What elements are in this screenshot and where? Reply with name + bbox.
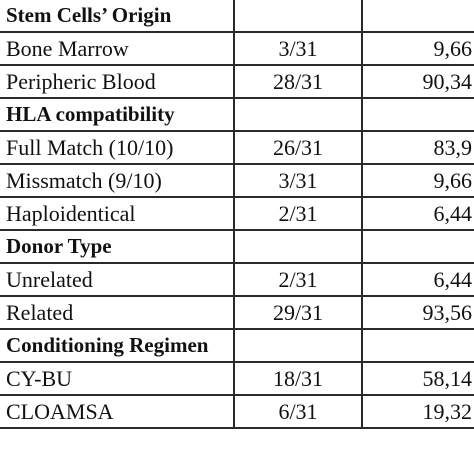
row-label: Missmatch (9/10) <box>0 163 235 198</box>
section-header-row-conditioning-regimen: Conditioning Regimen <box>0 328 474 363</box>
row-label: Bone Marrow <box>0 31 235 66</box>
section-title: Conditioning Regimen <box>0 328 235 363</box>
row-label: CLOAMSA <box>0 394 235 429</box>
section-title: Donor Type <box>0 229 235 264</box>
table-row: Full Match (10/10) 26/31 83,9 <box>0 130 474 165</box>
section-header-row-stem-cells-origin: Stem Cells’ Origin <box>0 0 474 33</box>
row-label: Haploidentical <box>0 196 235 231</box>
row-percent: 93,56 <box>361 295 474 330</box>
section-header-row-donor-type: Donor Type <box>0 229 474 264</box>
row-percent: 6,44 <box>361 196 474 231</box>
row-label: Unrelated <box>0 262 235 297</box>
empty-cell <box>233 229 363 264</box>
row-count: 18/31 <box>233 361 363 396</box>
row-percent: 6,44 <box>361 262 474 297</box>
row-percent: 9,66 <box>361 31 474 66</box>
row-percent: 9,66 <box>361 163 474 198</box>
empty-cell <box>361 328 474 363</box>
empty-cell <box>233 0 363 33</box>
row-percent: 90,34 <box>361 64 474 99</box>
empty-cell <box>233 328 363 363</box>
row-count: 26/31 <box>233 130 363 165</box>
section-title: HLA compatibility <box>0 97 235 132</box>
row-label: Related <box>0 295 235 330</box>
section-title: Stem Cells’ Origin <box>0 0 235 33</box>
empty-cell <box>361 97 474 132</box>
table-row: Peripheric Blood 28/31 90,34 <box>0 64 474 99</box>
row-count: 29/31 <box>233 295 363 330</box>
section-header-row-hla-compatibility: HLA compatibility <box>0 97 474 132</box>
table-row: CLOAMSA 6/31 19,32 <box>0 394 474 429</box>
row-count: 28/31 <box>233 64 363 99</box>
empty-cell <box>361 229 474 264</box>
row-count: 2/31 <box>233 262 363 297</box>
table-row: Related 29/31 93,56 <box>0 295 474 330</box>
row-percent: 19,32 <box>361 394 474 429</box>
row-percent: 83,9 <box>361 130 474 165</box>
row-label: Full Match (10/10) <box>0 130 235 165</box>
empty-cell <box>361 0 474 33</box>
row-percent: 58,14 <box>361 361 474 396</box>
table-row: CY-BU 18/31 58,14 <box>0 361 474 396</box>
row-count: 3/31 <box>233 31 363 66</box>
row-label: CY-BU <box>0 361 235 396</box>
table-row: Haploidentical 2/31 6,44 <box>0 196 474 231</box>
table-row: Unrelated 2/31 6,44 <box>0 262 474 297</box>
table-body: Stem Cells’ Origin Bone Marrow 3/31 9,66… <box>0 0 474 429</box>
empty-cell <box>233 97 363 132</box>
transplant-characteristics-table: Stem Cells’ Origin Bone Marrow 3/31 9,66… <box>0 0 474 429</box>
row-count: 3/31 <box>233 163 363 198</box>
row-count: 6/31 <box>233 394 363 429</box>
table-row: Missmatch (9/10) 3/31 9,66 <box>0 163 474 198</box>
row-label: Peripheric Blood <box>0 64 235 99</box>
table-row: Bone Marrow 3/31 9,66 <box>0 31 474 66</box>
row-count: 2/31 <box>233 196 363 231</box>
